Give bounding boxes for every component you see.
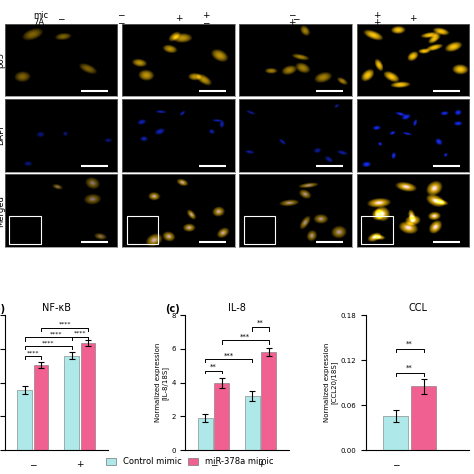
- Y-axis label: Merged: Merged: [0, 195, 5, 227]
- Bar: [245, 396, 260, 450]
- Y-axis label: Normalized expression
[CCL20/18S]: Normalized expression [CCL20/18S]: [324, 343, 338, 422]
- Text: −: −: [117, 18, 125, 27]
- Bar: [261, 352, 276, 450]
- Text: +: +: [202, 11, 210, 19]
- Text: 7A: 7A: [33, 18, 44, 27]
- Bar: [244, 217, 275, 244]
- Text: ****: ****: [73, 331, 86, 336]
- Text: mic: mic: [33, 11, 48, 19]
- Title: NF-κB: NF-κB: [42, 303, 71, 313]
- Title: −: −: [57, 14, 65, 23]
- Bar: [127, 217, 158, 244]
- Bar: [198, 418, 213, 450]
- Text: −: −: [202, 18, 210, 27]
- Bar: [361, 217, 392, 244]
- Title: +: +: [174, 14, 182, 23]
- Title: +: +: [409, 14, 417, 23]
- Text: +: +: [373, 11, 381, 19]
- Text: −: −: [288, 11, 295, 19]
- Text: +: +: [373, 18, 381, 27]
- Text: ****: ****: [50, 331, 63, 337]
- Y-axis label: DAPI: DAPI: [0, 126, 5, 145]
- Text: **: **: [406, 341, 413, 346]
- Text: ***: ***: [224, 352, 234, 358]
- Title: CCL: CCL: [408, 303, 427, 313]
- Text: ****: ****: [42, 340, 55, 346]
- Title: −: −: [292, 14, 300, 23]
- Y-axis label: p65: p65: [0, 52, 5, 68]
- Bar: [214, 383, 229, 450]
- Bar: [383, 417, 408, 450]
- Bar: [411, 386, 436, 450]
- Text: +: +: [288, 18, 295, 27]
- Text: (c): (c): [165, 304, 180, 314]
- Y-axis label: Normalized expression
[IL-8/18S]: Normalized expression [IL-8/18S]: [155, 343, 168, 422]
- Bar: [64, 356, 79, 450]
- Bar: [9, 217, 41, 244]
- Text: **: **: [406, 365, 413, 371]
- Legend: Control mimic, miR-378a mimic: Control mimic, miR-378a mimic: [103, 454, 276, 470]
- Text: −: −: [117, 11, 125, 19]
- Bar: [17, 390, 32, 450]
- Text: (b): (b): [0, 304, 5, 314]
- Bar: [81, 343, 95, 450]
- Text: ****: ****: [58, 322, 71, 327]
- Text: ****: ****: [27, 351, 39, 356]
- Text: ***: ***: [240, 334, 250, 339]
- Text: **: **: [257, 320, 264, 326]
- Text: **: **: [210, 364, 217, 370]
- Bar: [34, 365, 48, 450]
- Title: IL-8: IL-8: [228, 303, 246, 313]
